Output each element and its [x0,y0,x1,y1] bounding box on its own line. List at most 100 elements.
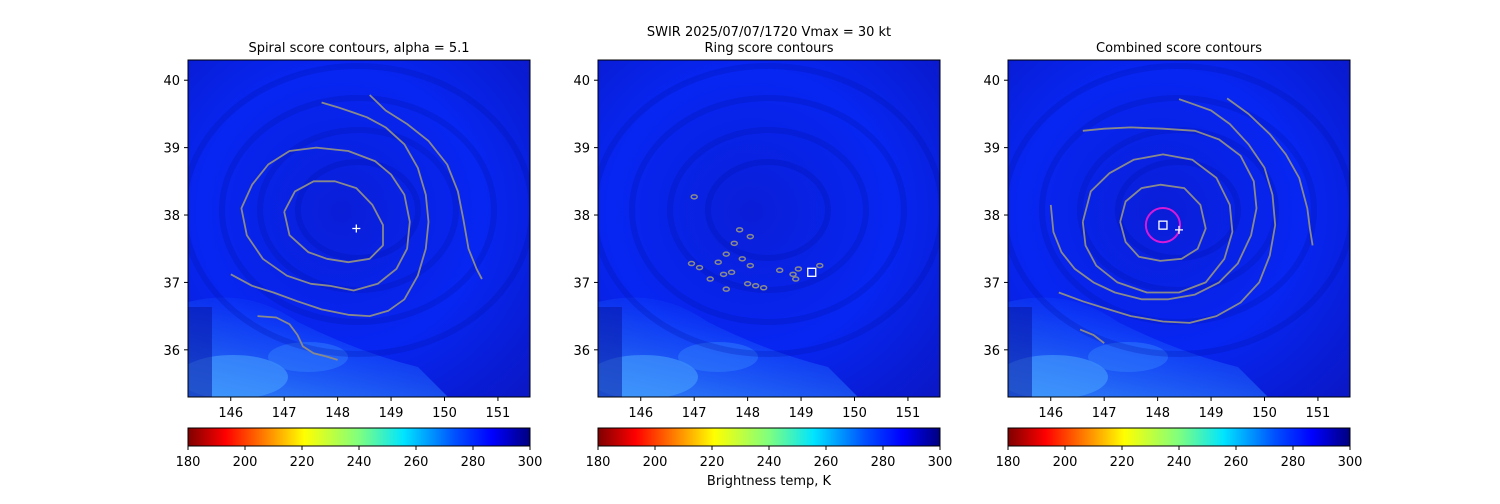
colorbar-tick-label: 200 [643,455,668,470]
contour-blob [775,267,784,274]
x-tick-label: 150 [1252,406,1277,421]
contour-line [369,94,483,280]
colorbar-tick-label: 180 [996,455,1021,470]
cloud-band [188,63,530,357]
y-tick-label: 40 [163,74,180,89]
colorbar-tick-label: 240 [1167,455,1192,470]
bright-cloud-patch [598,355,698,397]
colorbar-gradient [187,427,531,447]
contour-blob [738,256,747,262]
contour-blob [746,262,755,269]
center-marker [807,267,817,277]
scene-texture [188,63,530,397]
panel-1: Spiral score contours, alpha = 5.1 36 37 38… [163,41,542,470]
colorbar-tick-label: 220 [290,455,315,470]
contour-blob [714,259,722,265]
colorbar-tick-label: 200 [1053,455,1078,470]
x-tick-label: 146 [218,406,243,421]
y-tick-label: 36 [573,344,590,359]
contour-blob [789,271,797,278]
colorbar-tick-label: 280 [461,455,486,470]
cloud-band [705,159,831,261]
x-tick-label: 147 [1092,406,1117,421]
dark-edge [1008,307,1032,397]
contour-line [230,101,430,317]
x-tick-label: 148 [735,406,760,421]
contour-line [1081,153,1234,294]
contour-line [1119,183,1207,262]
y-tick-label: 36 [983,344,1000,359]
colorbar-tick-label: 280 [871,455,896,470]
contour-line [257,315,338,361]
panel-title: Ring score contours [704,41,833,56]
dark-edge [188,307,212,397]
y-tick-label: 37 [163,276,180,291]
colorbar-tick-label: 220 [700,455,725,470]
colorbar-tick-label: 260 [1224,455,1249,470]
contour-blob [735,227,744,233]
y-tick-label: 40 [983,74,1000,89]
center-marker [352,224,361,233]
colorbar: 180 200 220 240 260 280 300 [176,427,542,470]
colorbar-label: Brightness temp, K [707,474,832,489]
cloud-band [667,127,869,293]
cloud-band [219,95,497,325]
bright-cloud-patch [1088,342,1168,372]
x-tick-label: 148 [1145,406,1170,421]
colorbar-tick-label: 300 [1338,455,1363,470]
contour-line [240,146,411,292]
colorbar-tick-label: 260 [404,455,429,470]
y-tick-label: 38 [983,209,1000,224]
contour-blob [759,285,768,291]
center-marker [1158,220,1168,230]
y-tick-label: 39 [573,142,590,157]
x-tick-label: 149 [1199,406,1224,421]
colorbar: 180 200 220 240 260 280 300 [586,427,953,470]
contour-line [1079,328,1105,344]
y-tick-label: 36 [163,344,180,359]
colorbar-gradient [597,427,941,447]
colorbar-tick-label: 280 [1281,455,1306,470]
colorbar-tick-label: 180 [586,455,611,470]
contour-line [1058,98,1277,324]
y-tick-label: 37 [573,276,590,291]
colorbar-tick-label: 220 [1110,455,1135,470]
scene-texture [598,63,940,397]
axes-frame [1007,59,1351,398]
colorbar-tick-label: 300 [928,455,953,470]
cloud-band [629,95,907,325]
panel-title: Spiral score contours, alpha = 5.1 [248,41,469,56]
contour-blob [791,276,800,282]
colorbar-gradient [1007,427,1351,447]
y-tick-label: 37 [983,276,1000,291]
colorbar-tick-label: 180 [176,455,201,470]
cloud-band [1008,63,1350,357]
x-tick-label: 150 [842,406,867,421]
cloud-band [295,159,421,261]
x-tick-label: 149 [789,406,814,421]
x-tick-label: 151 [896,406,921,421]
x-tick-label: 146 [628,406,653,421]
figure-suptitle: SWIR 2025/07/07/1720 Vmax = 30 kt [647,25,891,40]
y-tick-label: 38 [573,209,590,224]
y-tick-label: 39 [163,142,180,157]
contour-blob [706,276,714,282]
x-tick-label: 151 [1306,406,1331,421]
y-tick-label: 39 [983,142,1000,157]
x-tick-label: 150 [432,406,457,421]
x-tick-label: 149 [379,406,404,421]
contour-blob [722,251,730,257]
contour-blob [722,286,730,292]
center-circle [1144,207,1182,244]
contour-blob [751,283,760,289]
colorbar-tick-label: 240 [347,455,372,470]
first-guess-marker [1175,225,1183,234]
y-tick-label: 38 [163,209,180,224]
x-tick-label: 147 [272,406,297,421]
contour-blob [687,260,696,267]
contour-line [283,180,384,264]
colorbar: 180 200 220 240 260 280 300 [996,427,1363,470]
dark-edge [598,307,622,397]
bright-cloud-patch [188,355,288,397]
bright-cloud-patch [268,342,348,372]
